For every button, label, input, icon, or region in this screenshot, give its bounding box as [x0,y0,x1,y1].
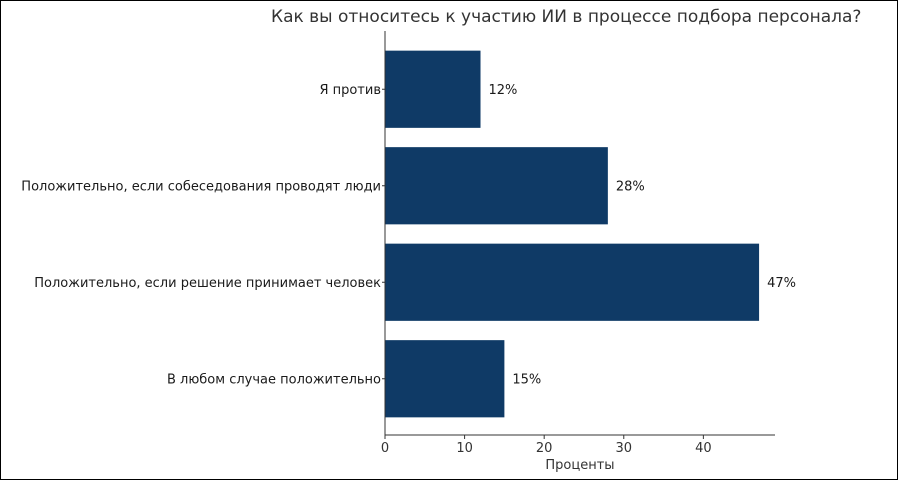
value-label: 15% [512,372,541,387]
x-tick-label: 30 [616,441,633,456]
category-label: Положительно, если собеседования проводя… [21,179,381,194]
x-axis-label: Проценты [545,458,614,473]
value-label: 12% [489,83,518,98]
category-label: Я против [319,83,381,98]
value-label: 47% [767,276,796,291]
x-tick-label: 40 [695,441,712,456]
bar [385,50,481,128]
x-tick-label: 0 [381,441,389,456]
category-label: В любом случае положительно [167,372,381,387]
bar [385,243,760,321]
bar [385,147,608,225]
bar [385,340,505,418]
x-tick-label: 10 [456,441,473,456]
x-tick-label: 20 [536,441,553,456]
chart-title: Как вы относитесь к участию ИИ в процесс… [271,7,862,27]
value-label: 28% [616,179,645,194]
category-label: Положительно, если решение принимает чел… [34,276,381,291]
